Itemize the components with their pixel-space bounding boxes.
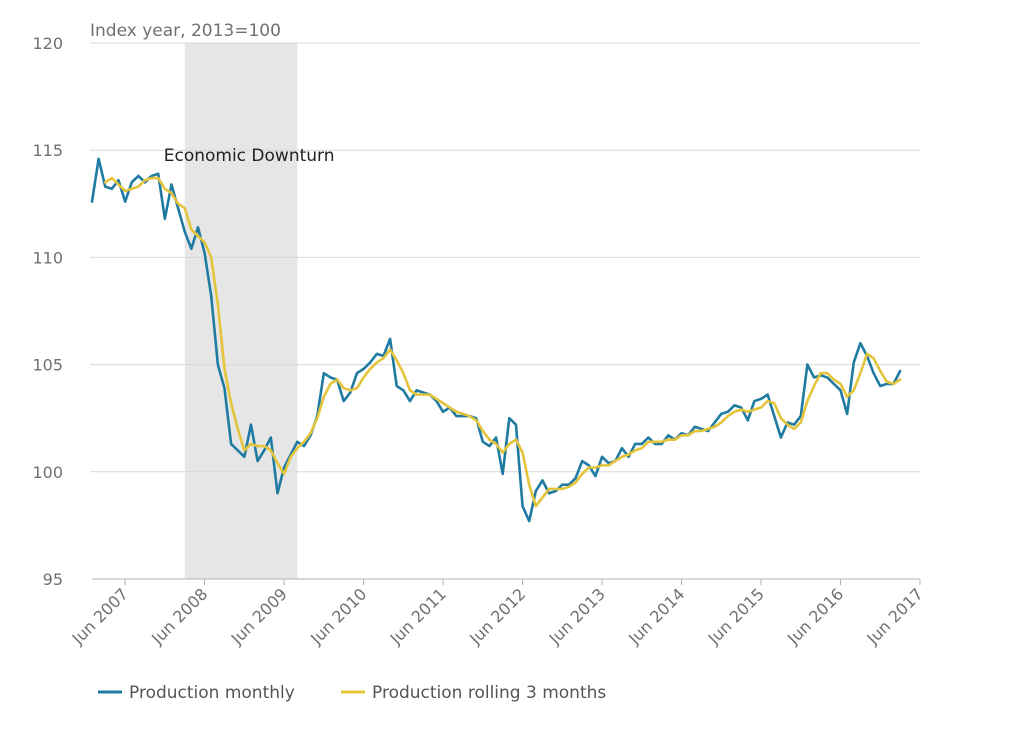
y-tick-label: 110 [32,248,63,267]
downturn-band [184,43,298,579]
gridlines: 95 100 105 110 115 120 [32,34,920,589]
x-tick-label: Jun 2013 [545,584,609,648]
annotation-label: Economic Downturn [164,146,335,166]
legend: Production monthly Production rolling 3 m… [98,683,606,703]
series-line-rolling [103,176,902,508]
x-tick-label: Jun 2016 [783,584,847,648]
legend-label: Production monthly [129,683,295,703]
x-tick-label: Jun 2010 [306,584,370,648]
y-tick-label: 105 [32,356,63,375]
x-tick-label: Jun 2017 [863,584,927,648]
annotations: Economic Downturn [164,146,335,166]
x-tick-label: Jun 2012 [465,584,529,648]
y-tick-label: 100 [32,463,63,482]
y-axis-unit-label: Index year, 2013=100 [90,21,281,41]
x-tick-label: Jun 2009 [227,584,291,648]
y-tick-label: 115 [32,141,63,160]
axes: Jun 2007 Jun 2008 Jun 2009 Jun 2010 Jun 2011… [68,578,927,649]
x-tick-label: Jun 2014 [624,584,688,648]
y-tick-label: 95 [43,570,63,589]
series-lines [90,157,902,523]
x-tick-label: Jun 2008 [147,584,211,648]
legend-label: Production rolling 3 months [372,683,606,703]
x-tick-label: Jun 2015 [704,584,768,648]
y-tick-label: 120 [32,34,63,53]
series-line-monthly [90,157,902,523]
downturn-band-layer [184,43,298,579]
x-tick-label: Jun 2011 [386,584,450,648]
x-tick-label: Jun 2007 [68,584,132,648]
